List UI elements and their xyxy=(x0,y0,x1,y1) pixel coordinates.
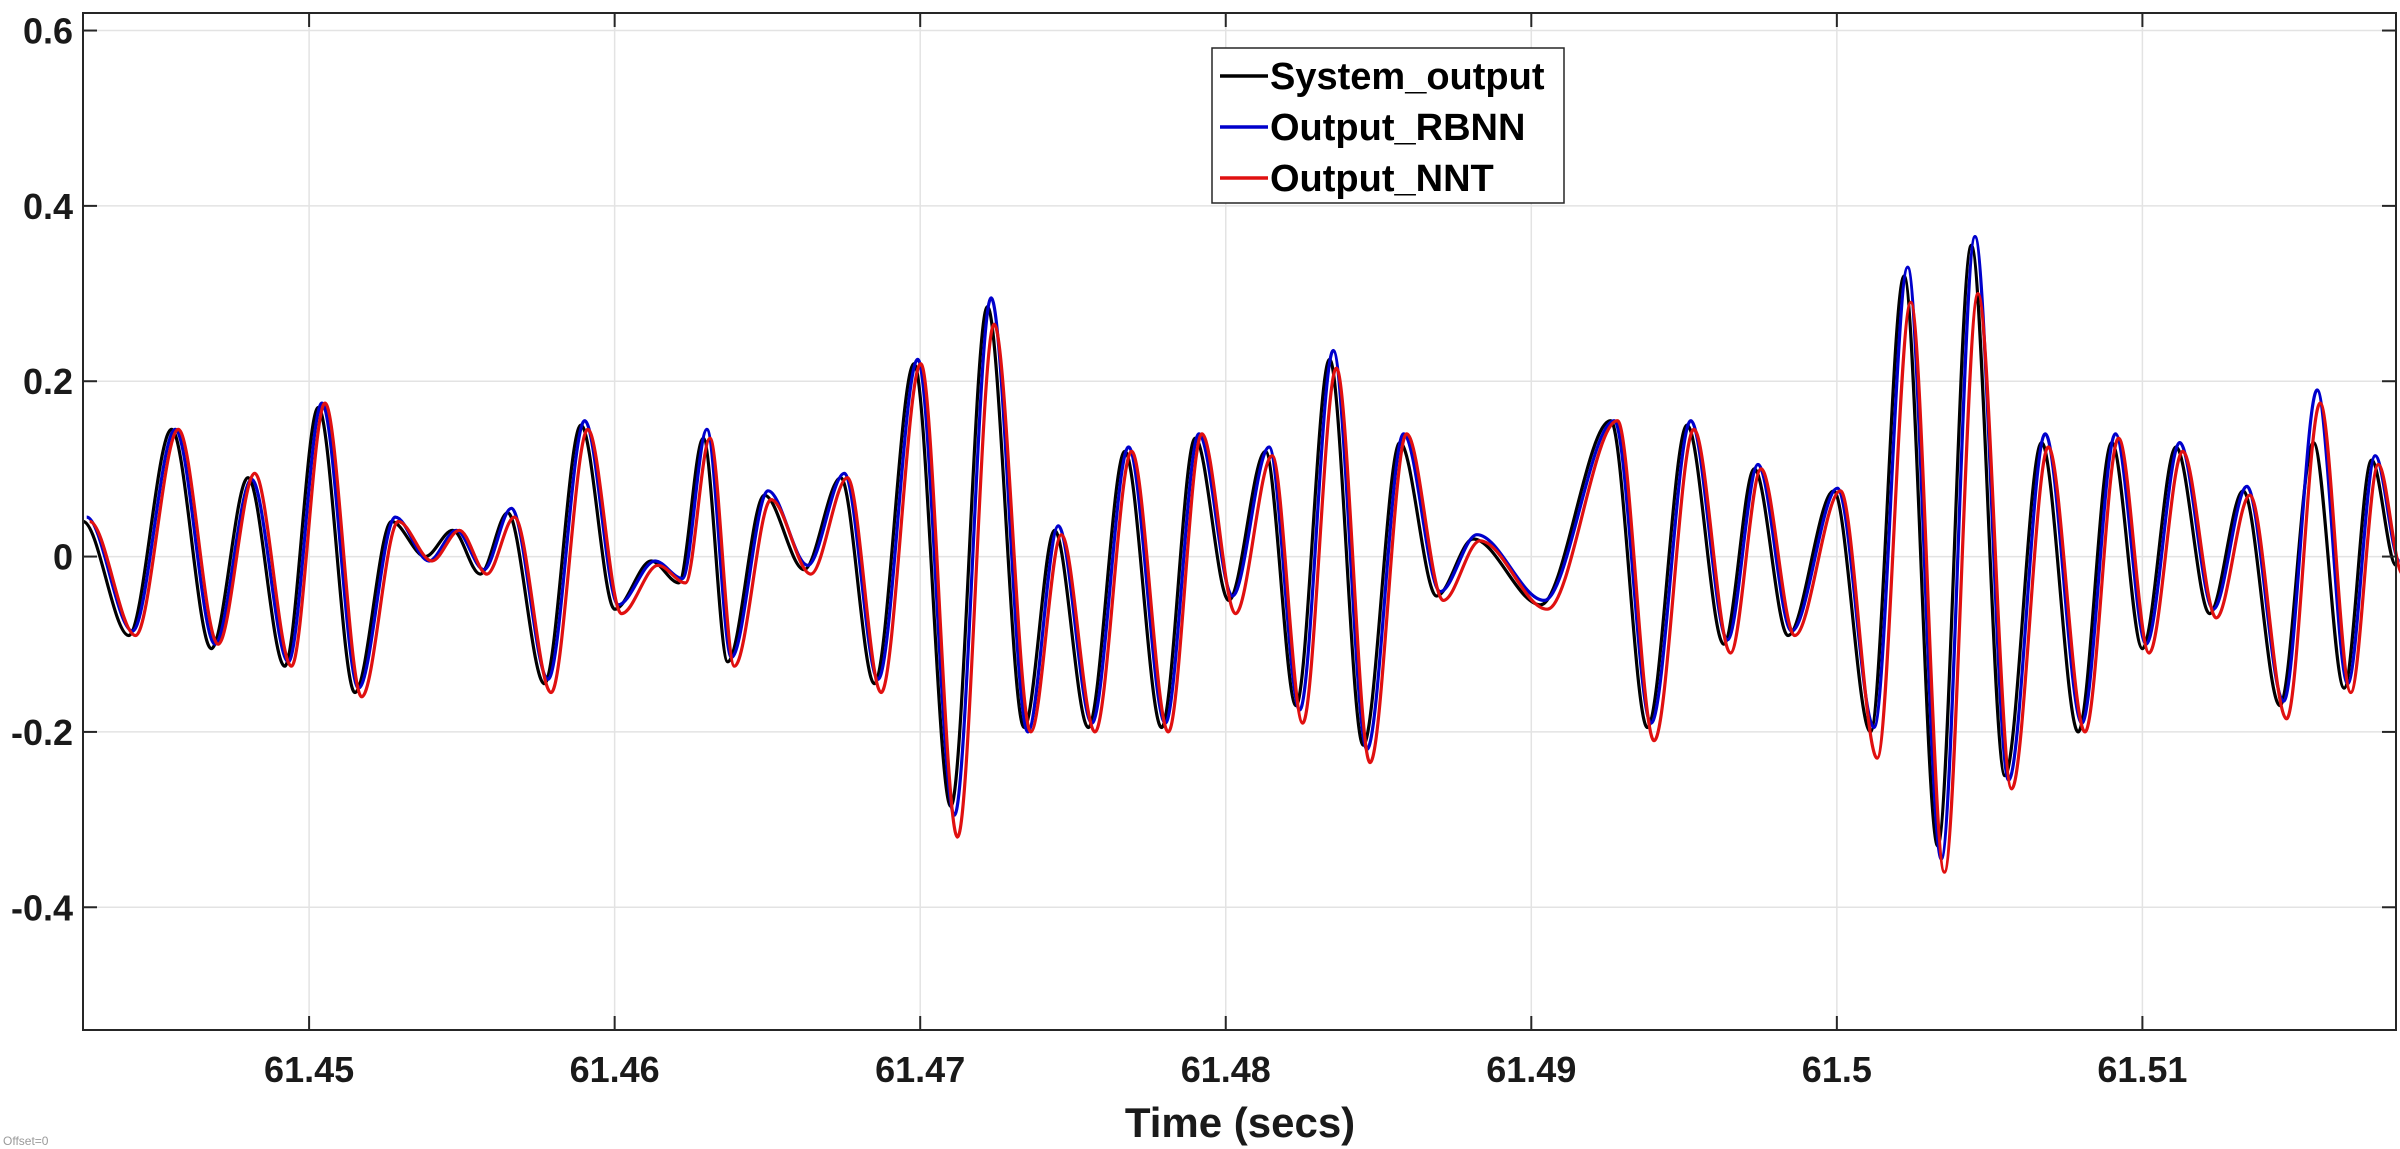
offset-footnote: Offset=0 xyxy=(3,1134,49,1148)
x-tick-label: 61.45 xyxy=(264,1049,354,1090)
series-line-output-nnt xyxy=(88,292,2400,874)
legend-box xyxy=(1211,47,1565,204)
series-lines xyxy=(82,235,2400,874)
legend-entry: System_output xyxy=(1270,56,1545,98)
y-tick-label: -0.2 xyxy=(11,712,73,753)
legend-entry: Output_NNT xyxy=(1270,158,1494,200)
y-tick-label: 0 xyxy=(53,537,73,578)
x-axis-title: Time (secs) xyxy=(1125,1099,1355,1146)
x-tick-label: 61.51 xyxy=(2097,1049,2187,1090)
x-tick-label: 61.49 xyxy=(1486,1049,1576,1090)
x-tick-label: 61.46 xyxy=(570,1049,660,1090)
plot-frame xyxy=(82,12,2397,1031)
x-tick-label: 61.47 xyxy=(875,1049,965,1090)
x-tick-label: 61.5 xyxy=(1802,1049,1872,1090)
x-tick-label: 61.48 xyxy=(1181,1049,1271,1090)
legend: System_output Output_RBNN Output_NNT xyxy=(1211,47,1565,204)
y-tick-label: -0.4 xyxy=(11,887,73,928)
axis-ticks: 61.45 61.46 61.47 61.48 61.49 61.5 61.51 0.6 0.4… xyxy=(11,11,2396,1090)
y-tick-label: 0.4 xyxy=(23,186,73,227)
legend-entry: Output_RBNN xyxy=(1270,107,1525,149)
y-tick-label: 0.6 xyxy=(23,11,73,52)
y-tick-label: 0.2 xyxy=(23,361,73,402)
